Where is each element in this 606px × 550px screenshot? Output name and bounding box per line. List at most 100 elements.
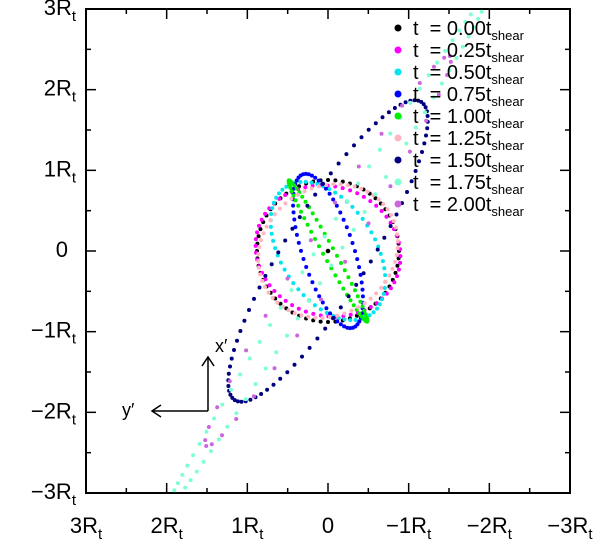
y-tick-label: 3Rt (44, 0, 77, 25)
data-point-t-0.75 (323, 186, 328, 191)
data-point-t-1.25 (391, 219, 396, 224)
data-point-t-1.50 (238, 329, 243, 333)
data-point-t-2.00 (204, 444, 209, 448)
data-point-t-0.50 (360, 216, 365, 221)
data-point-t-2.00 (442, 55, 447, 60)
data-point-t-0.50 (375, 306, 379, 311)
data-point-t-0.25 (303, 185, 308, 190)
data-point-t-1.25 (320, 315, 325, 320)
data-point-t-0.00 (333, 178, 338, 183)
data-point-t-1.25 (379, 285, 384, 290)
x-tick-label: 2Rt (151, 513, 184, 543)
data-point-t-0.75 (324, 306, 329, 311)
y-tick-label: −1Rt (31, 318, 77, 348)
data-point-t-1.25 (306, 314, 311, 319)
data-point-t-0.50 (382, 286, 387, 290)
data-point-t-1.50 (307, 345, 312, 350)
data-point-t-1.75 (351, 227, 356, 232)
data-point-t-0.50 (355, 210, 360, 215)
data-point-t-1.75 (257, 339, 262, 344)
data-point-t-1.00 (357, 311, 362, 316)
data-point-t-0.25 (303, 309, 308, 314)
data-point-t-2.00 (244, 348, 249, 353)
data-point-t-0.50 (269, 212, 274, 216)
data-point-t-0.75 (294, 178, 299, 183)
data-point-t-1.50 (336, 161, 341, 166)
data-point-t-0.75 (301, 257, 306, 261)
data-point-t-1.75 (300, 270, 305, 275)
y-tick-label: −2Rt (31, 398, 77, 428)
data-point-t-1.75 (306, 299, 311, 303)
data-point-t-0.50 (350, 204, 355, 209)
data-point-t-0.25 (253, 243, 258, 248)
data-point-t-1.75 (322, 234, 327, 239)
data-point-t-1.50 (292, 362, 297, 367)
data-point-t-1.50 (259, 392, 264, 396)
data-point-t-1.50 (265, 387, 270, 392)
data-point-t-1.50 (278, 376, 283, 381)
data-point-t-1.25 (316, 184, 321, 189)
legend-marker (394, 134, 402, 142)
data-point-t-1.50 (328, 171, 333, 176)
data-point-t-1.50 (386, 110, 391, 115)
data-point-t-0.50 (269, 231, 274, 236)
data-point-t-1.50 (361, 271, 366, 276)
data-point-t-1.75 (373, 192, 378, 197)
data-point-t-1.25 (394, 253, 399, 257)
data-point-t-0.75 (292, 217, 297, 222)
data-point-t-1.50 (235, 399, 240, 404)
data-point-t-1.00 (325, 259, 330, 264)
data-point-t-0.75 (334, 203, 339, 208)
data-point-t-0.25 (253, 237, 258, 242)
data-point-t-1.75 (238, 372, 243, 377)
data-point-t-0.25 (267, 283, 272, 288)
data-point-t-1.25 (365, 189, 370, 194)
y-tick-label: 0 (56, 237, 68, 262)
data-point-t-1.00 (309, 229, 314, 234)
data-point-t-0.25 (379, 209, 384, 213)
data-point-t-0.50 (277, 191, 281, 196)
legend-label: t = 0.00tshear (413, 18, 525, 43)
data-point-t-0.25 (277, 196, 282, 201)
legend-label: t = 0.75tshear (413, 84, 525, 109)
data-point-t-0.75 (304, 265, 309, 269)
data-point-t-0.75 (347, 233, 352, 237)
data-point-t-1.75 (329, 263, 334, 268)
data-point-t-0.25 (388, 286, 393, 291)
data-point-t-1.00 (351, 303, 356, 308)
data-point-t-1.25 (302, 189, 307, 194)
data-point-t-1.00 (291, 193, 296, 198)
data-point-t-0.50 (278, 260, 283, 265)
data-point-t-1.75 (274, 350, 279, 355)
data-point-t-1.25 (393, 225, 398, 230)
data-point-t-1.75 (367, 164, 372, 169)
data-point-t-1.75 (471, 25, 476, 30)
data-point-t-1.50 (242, 318, 247, 323)
data-point-t-0.75 (353, 249, 357, 254)
data-point-t-2.00 (343, 259, 348, 264)
data-point-t-0.50 (371, 310, 376, 315)
data-point-t-1.00 (333, 273, 338, 278)
data-point-t-2.00 (251, 394, 256, 399)
data-point-t-2.00 (319, 297, 323, 302)
data-point-t-2.00 (445, 73, 450, 77)
data-point-t-1.75 (460, 44, 465, 49)
data-point-t-0.75 (357, 319, 362, 324)
data-point-t-1.75 (362, 209, 367, 214)
data-point-t-1.50 (412, 98, 417, 103)
data-point-t-1.75 (197, 441, 202, 446)
data-point-t-0.00 (373, 196, 378, 201)
legend-label: t = 1.50tshear (413, 150, 525, 175)
data-point-t-0.75 (341, 217, 346, 222)
data-point-t-0.75 (299, 248, 303, 253)
y-prime-arrowhead (150, 404, 162, 418)
legend-marker (394, 24, 402, 32)
data-point-t-1.25 (272, 212, 277, 217)
data-point-t-1.50 (235, 338, 239, 343)
data-point-t-1.25 (356, 305, 361, 310)
data-point-t-2.00 (285, 276, 290, 281)
data-point-t-0.75 (293, 225, 298, 230)
data-point-t-0.25 (290, 303, 295, 308)
data-point-t-1.75 (447, 68, 452, 73)
data-point-t-1.50 (239, 399, 244, 404)
